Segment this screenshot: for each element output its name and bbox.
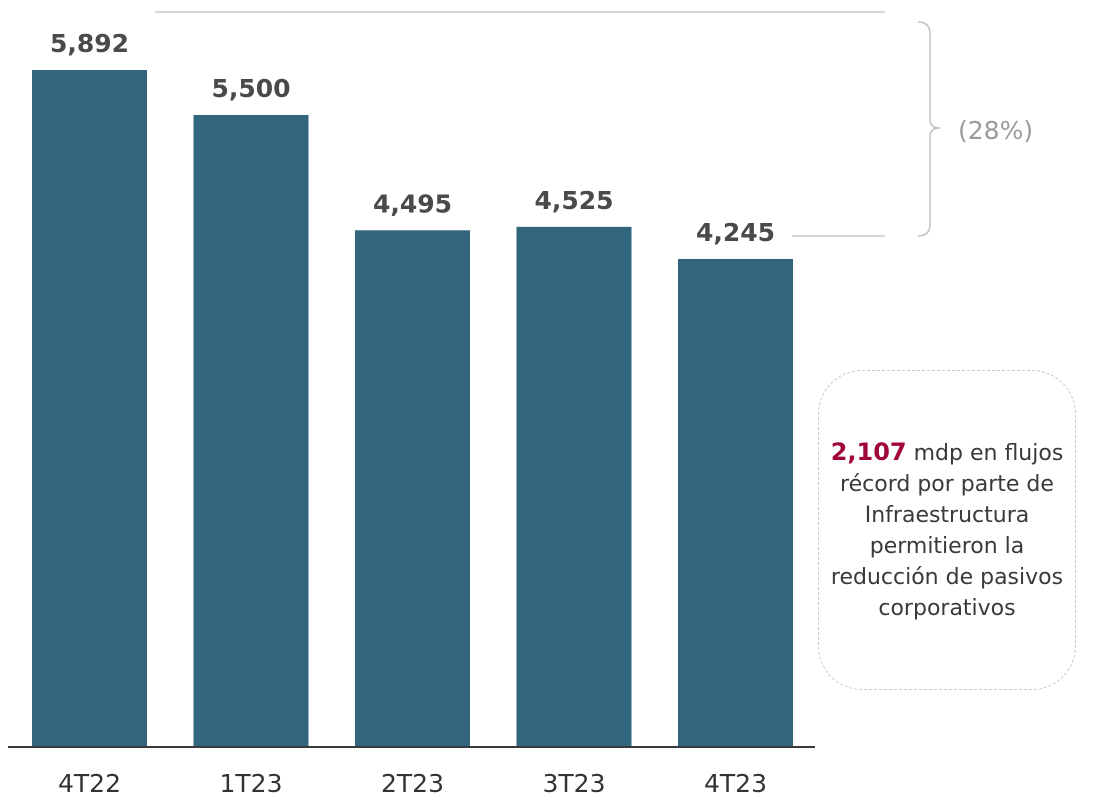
x-tick-label: 4T22 (58, 769, 121, 798)
x-tick-label: 3T23 (543, 769, 606, 798)
bar-2T23 (355, 230, 470, 746)
x-tick-label: 4T23 (704, 769, 767, 798)
x-tick-label: 2T23 (381, 769, 444, 798)
bar-value-label: 4,245 (696, 218, 775, 247)
bar-value-label: 4,495 (373, 189, 452, 218)
change-label: (28%) (958, 116, 1033, 145)
bar-value-label: 4,525 (534, 186, 613, 215)
callout-body: mdp en flujos récord por parte de Infrae… (830, 440, 1064, 621)
bar-4T22 (32, 70, 147, 746)
bar-value-label: 5,892 (50, 29, 129, 58)
bar-4T23 (678, 258, 793, 746)
x-tick-label: 1T23 (220, 769, 283, 798)
bar-value-label: 5,500 (211, 74, 290, 103)
callout-highlight: 2,107 (830, 437, 907, 466)
callout-text: 2,107 mdp en flujos récord por parte de … (819, 437, 1075, 624)
callout-box: 2,107 mdp en flujos récord por parte de … (818, 370, 1076, 690)
change-bracket (917, 21, 941, 237)
bar-3T23 (516, 226, 632, 746)
bar-1T23 (193, 114, 309, 747)
